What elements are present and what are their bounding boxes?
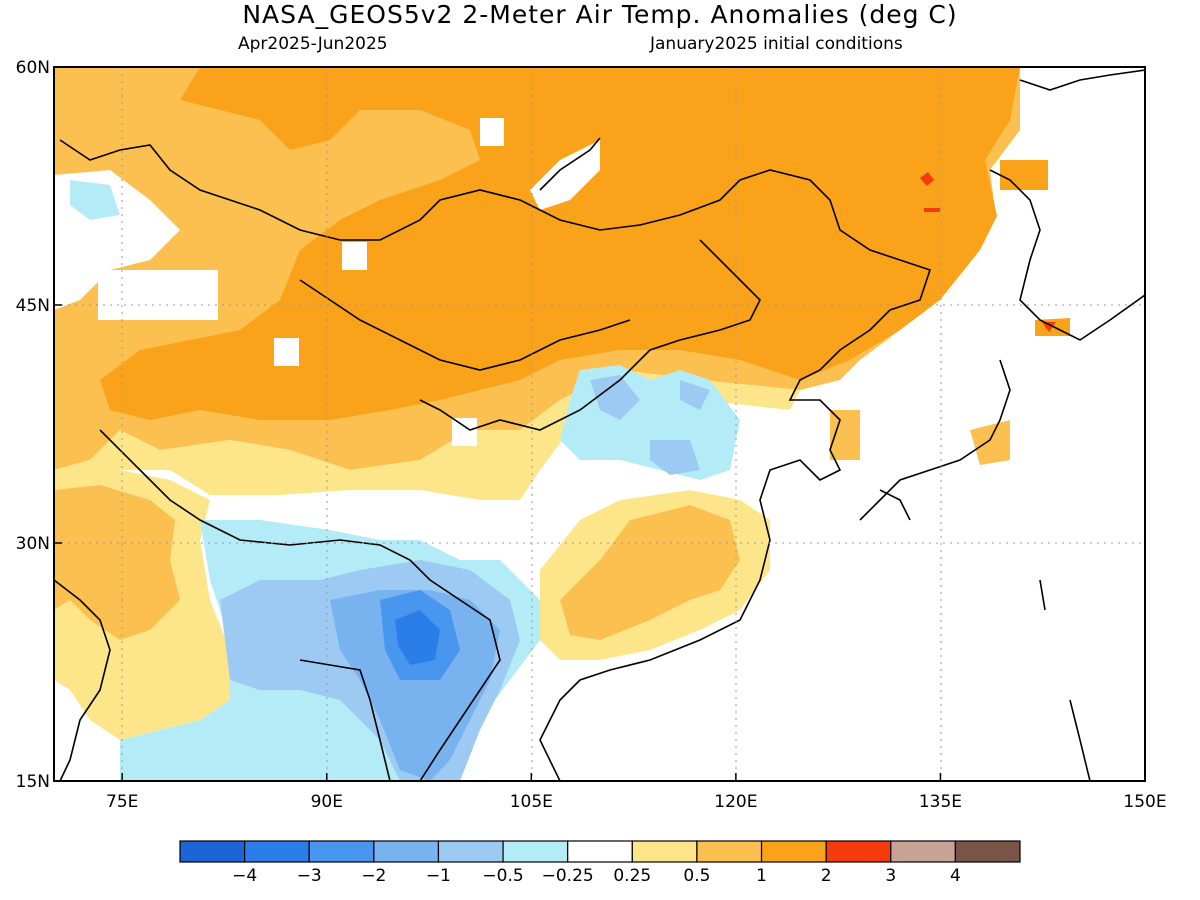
colorbar-swatch [954, 840, 1021, 863]
anomaly-fields [54, 67, 1145, 781]
lake-baikal-mask [480, 118, 504, 146]
colorbar-swatch [890, 840, 956, 863]
region-red-spot-1 [920, 172, 934, 186]
longitude-axis: 75E 90E 105E 120E 135E 150E [106, 773, 1167, 812]
colorbar-label: −3 [297, 866, 322, 886]
lon-tick-label: 150E [1123, 792, 1166, 812]
colorbar-swatch [308, 840, 375, 863]
colorbar-label: 1 [756, 866, 767, 886]
lake-mask-2 [274, 338, 299, 366]
colorbar-swatch [179, 840, 246, 863]
lat-tick-label: 60N [16, 58, 50, 78]
colorbar-swatch [696, 840, 763, 863]
lon-tick-label: 135E [919, 792, 962, 812]
region-red-spot-3 [924, 208, 940, 212]
coast-mask-ne [760, 67, 1145, 781]
lake-mask-1 [342, 242, 367, 270]
lat-tick-label: 45N [16, 296, 50, 316]
initial-conditions: January2025 initial conditions [650, 34, 903, 54]
lon-tick-label: 75E [106, 792, 138, 812]
region-light-orange-japan-re [830, 410, 1010, 465]
region-darkblue-myanmar [395, 610, 440, 665]
colorbar-label: −4 [232, 866, 257, 886]
region-light-orange-west [54, 67, 200, 175]
colorbar-swatch [760, 840, 827, 863]
region-red-spot-2-re [1042, 322, 1056, 332]
region-cyan-west [70, 180, 120, 220]
colorbar-label: −2 [361, 866, 386, 886]
colorbar-label: −0.5 [482, 866, 523, 886]
colorbar-swatch [567, 840, 633, 863]
region-lightblue-eastchina [590, 375, 710, 475]
colorbar-swatch [502, 840, 569, 863]
colorbar-swatch [437, 840, 504, 863]
colorbar-label: −0.25 [542, 866, 594, 886]
latitude-axis: 60N 45N 30N 15N [16, 58, 62, 792]
colorbar-swatch [373, 840, 440, 863]
baikal-mask [530, 140, 600, 210]
map-frame [53, 66, 1146, 782]
lon-tick-label: 120E [714, 792, 757, 812]
region-midblue-south [330, 590, 500, 781]
region-light-orange-india [54, 485, 180, 640]
region-orange-main [100, 67, 1020, 420]
forecast-period: Apr2025-Jun2025 [238, 34, 388, 54]
lat-tick-label: 15N [16, 772, 50, 792]
colorbar-label: 0.25 [613, 866, 651, 886]
lon-tick-label: 105E [510, 792, 553, 812]
colorbar: −4 −3 −2 −1 −0.5 −0.25 0.25 0.5 1 2 3 4 [179, 840, 1021, 886]
colorbar-swatch [244, 840, 310, 863]
gridlines [54, 67, 1145, 781]
colorbar-swatch [825, 840, 892, 863]
colorbar-label: 2 [821, 866, 832, 886]
lat-tick-label: 30N [16, 534, 50, 554]
lake-mask-3 [452, 418, 477, 446]
region-orange-koreaedge [1000, 160, 1048, 190]
lon-tick-label: 90E [311, 792, 343, 812]
chart-title: NASA_GEOS5v2 2-Meter Air Temp. Anomalies… [242, 0, 958, 29]
lake-balkhash-mask [98, 270, 218, 320]
region-light-orange-southchina [560, 505, 740, 640]
colorbar-label: −1 [426, 866, 451, 886]
colorbar-swatch [631, 840, 698, 863]
colorbar-label: 3 [885, 866, 896, 886]
colorbar-label: 0.5 [683, 866, 710, 886]
colorbar-label: 4 [950, 866, 961, 886]
